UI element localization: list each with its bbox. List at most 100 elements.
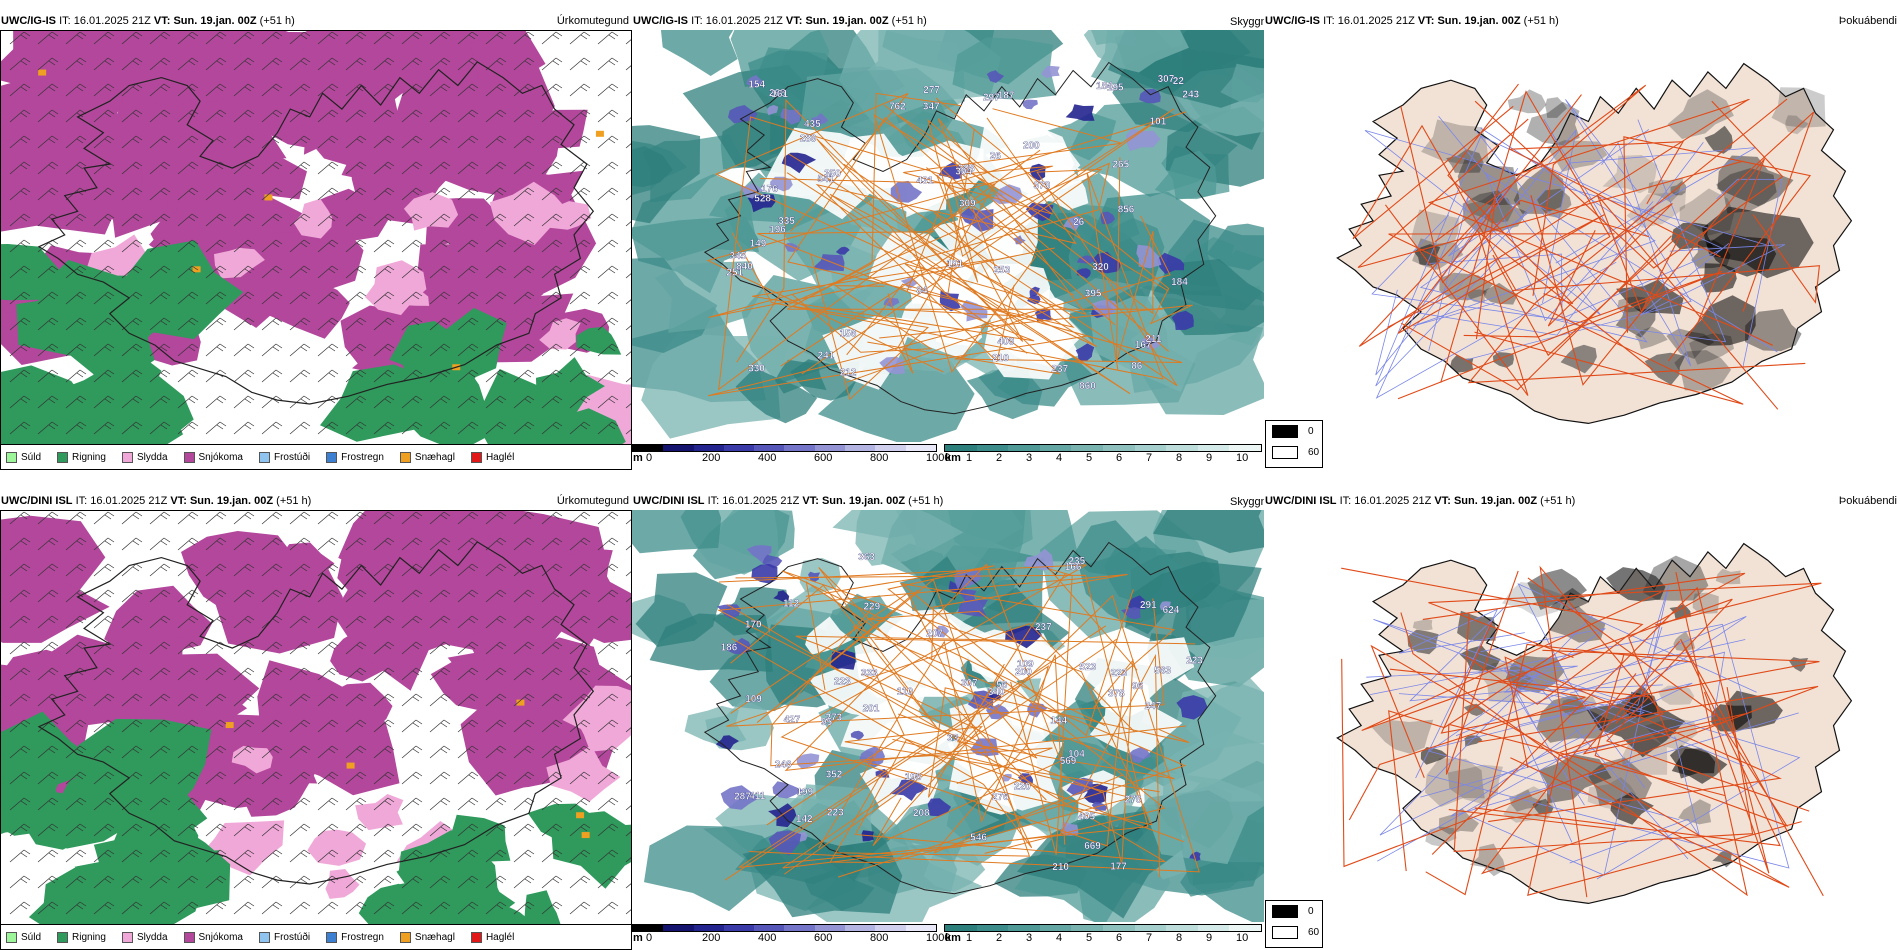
field-blob	[1502, 582, 1565, 618]
road	[1512, 214, 1821, 304]
wind-barb	[373, 667, 395, 681]
wind-barb	[345, 239, 367, 253]
valid-time: Sun. 19.jan. 00Z	[1437, 15, 1521, 27]
road	[1357, 118, 1744, 269]
wind-barb	[401, 901, 423, 915]
wind-barb	[149, 213, 171, 227]
wind-barb	[261, 771, 283, 785]
cloud-base-label: 523	[1079, 662, 1096, 673]
field-blob	[17, 30, 113, 98]
field-blob	[850, 730, 864, 741]
wind-barb	[205, 563, 227, 577]
precip-legend: Súld Rigning Slydda Snjókoma Frostúði Frostre…	[0, 444, 632, 470]
cloud-map-svg: 309 211 26 176 289 210 156 277 243 191 335 212 251 23…	[632, 30, 1264, 442]
road	[1474, 100, 1784, 269]
cloud-base-label: 167	[1135, 340, 1152, 351]
wind-barb	[569, 421, 591, 435]
panel-title: Úrkomutegund	[556, 15, 629, 27]
road	[735, 574, 1149, 868]
wind-barb	[345, 109, 367, 123]
cloud-base-label: 156	[840, 328, 857, 339]
wind-barb	[429, 291, 451, 305]
field-blob	[1412, 618, 1433, 631]
cloud-base-label: 149	[750, 239, 767, 250]
field-blob	[986, 693, 1002, 701]
wind-barb	[625, 830, 632, 837]
field-blob	[774, 359, 827, 394]
field-blob	[1560, 344, 1597, 374]
colorbar-tick: 2	[996, 452, 1003, 464]
wind-barb	[121, 187, 143, 201]
wind-barb	[625, 142, 632, 149]
field-blob	[883, 297, 900, 308]
wind-barb	[457, 265, 479, 279]
wind-barb	[429, 745, 451, 759]
cloud-base-label: 84	[917, 286, 929, 297]
road	[1594, 654, 1789, 827]
precip-fields	[0, 30, 632, 444]
wind-barb	[513, 875, 535, 889]
wind-barb	[177, 213, 199, 227]
colorbar-tick: 5	[1086, 452, 1093, 464]
wind-barb	[233, 83, 255, 97]
vt-label: VT:	[170, 495, 187, 507]
road	[766, 625, 1187, 878]
colorbar-bin	[723, 925, 755, 931]
wind-barb	[205, 213, 227, 227]
road	[1488, 656, 1782, 823]
colorbar-labels: m 0 200 400 600 800 1000	[632, 932, 950, 944]
cloud-base-labels: 307 207 247 378 405 340 186 624 237 523 569 220 201 3…	[720, 552, 1203, 873]
cloud-base-label: 394	[955, 166, 972, 177]
wind-barb	[541, 421, 563, 435]
wind-barb	[625, 402, 632, 409]
field-blob	[527, 803, 613, 841]
wind-barb	[457, 135, 479, 149]
field-blob	[1446, 149, 1484, 173]
field-blob	[1420, 747, 1449, 765]
legend-item: Snæhagl	[399, 932, 455, 943]
field-blob	[1078, 536, 1204, 635]
wind-barb	[289, 901, 311, 915]
legend-item: Snjókoma	[183, 452, 243, 463]
fog-legend-value: 0	[1308, 426, 1314, 437]
wind-barb	[485, 615, 507, 629]
wind-barb	[65, 849, 87, 863]
wind-barb	[373, 745, 395, 759]
wind-barb	[541, 187, 563, 201]
river	[1450, 616, 1799, 817]
field-blob	[644, 825, 788, 912]
wind-barb	[625, 64, 632, 71]
fog-legend-value: 0	[1308, 906, 1314, 917]
wind-barb	[121, 667, 143, 681]
cloud-base-label: 223	[834, 677, 851, 688]
wind-barb	[261, 239, 283, 253]
legend-item: Súld	[6, 452, 41, 463]
cloud-base-label: 187	[998, 91, 1015, 102]
wind-barb	[37, 317, 59, 331]
wind-barb	[625, 376, 632, 383]
field-blob	[1587, 757, 1652, 807]
field-blob	[338, 510, 494, 600]
cloud-base-label: 762	[889, 101, 906, 112]
wind-barb	[121, 641, 143, 655]
wind-barb	[261, 667, 283, 681]
wind-barb	[485, 693, 507, 707]
cloud-base-label: 546	[970, 832, 987, 843]
wind-barb	[373, 343, 395, 357]
fog-legend-row: 60	[1272, 446, 1319, 459]
wind-barb	[289, 187, 311, 201]
road	[1352, 105, 1517, 291]
wind-barb	[625, 324, 632, 331]
graupel-cell	[516, 699, 525, 706]
wind-barb	[597, 667, 619, 681]
wind-barb	[513, 343, 535, 357]
colorbar-bin	[1039, 925, 1072, 931]
wind-barb	[345, 291, 367, 305]
cloud-base-label: 427	[784, 714, 801, 725]
wind-barb	[541, 57, 563, 71]
precip-map-svg	[0, 30, 632, 444]
precip-type-map	[0, 30, 632, 444]
it-label: IT:	[691, 15, 703, 27]
it-label: IT:	[707, 495, 720, 507]
wind-barb	[401, 213, 423, 227]
